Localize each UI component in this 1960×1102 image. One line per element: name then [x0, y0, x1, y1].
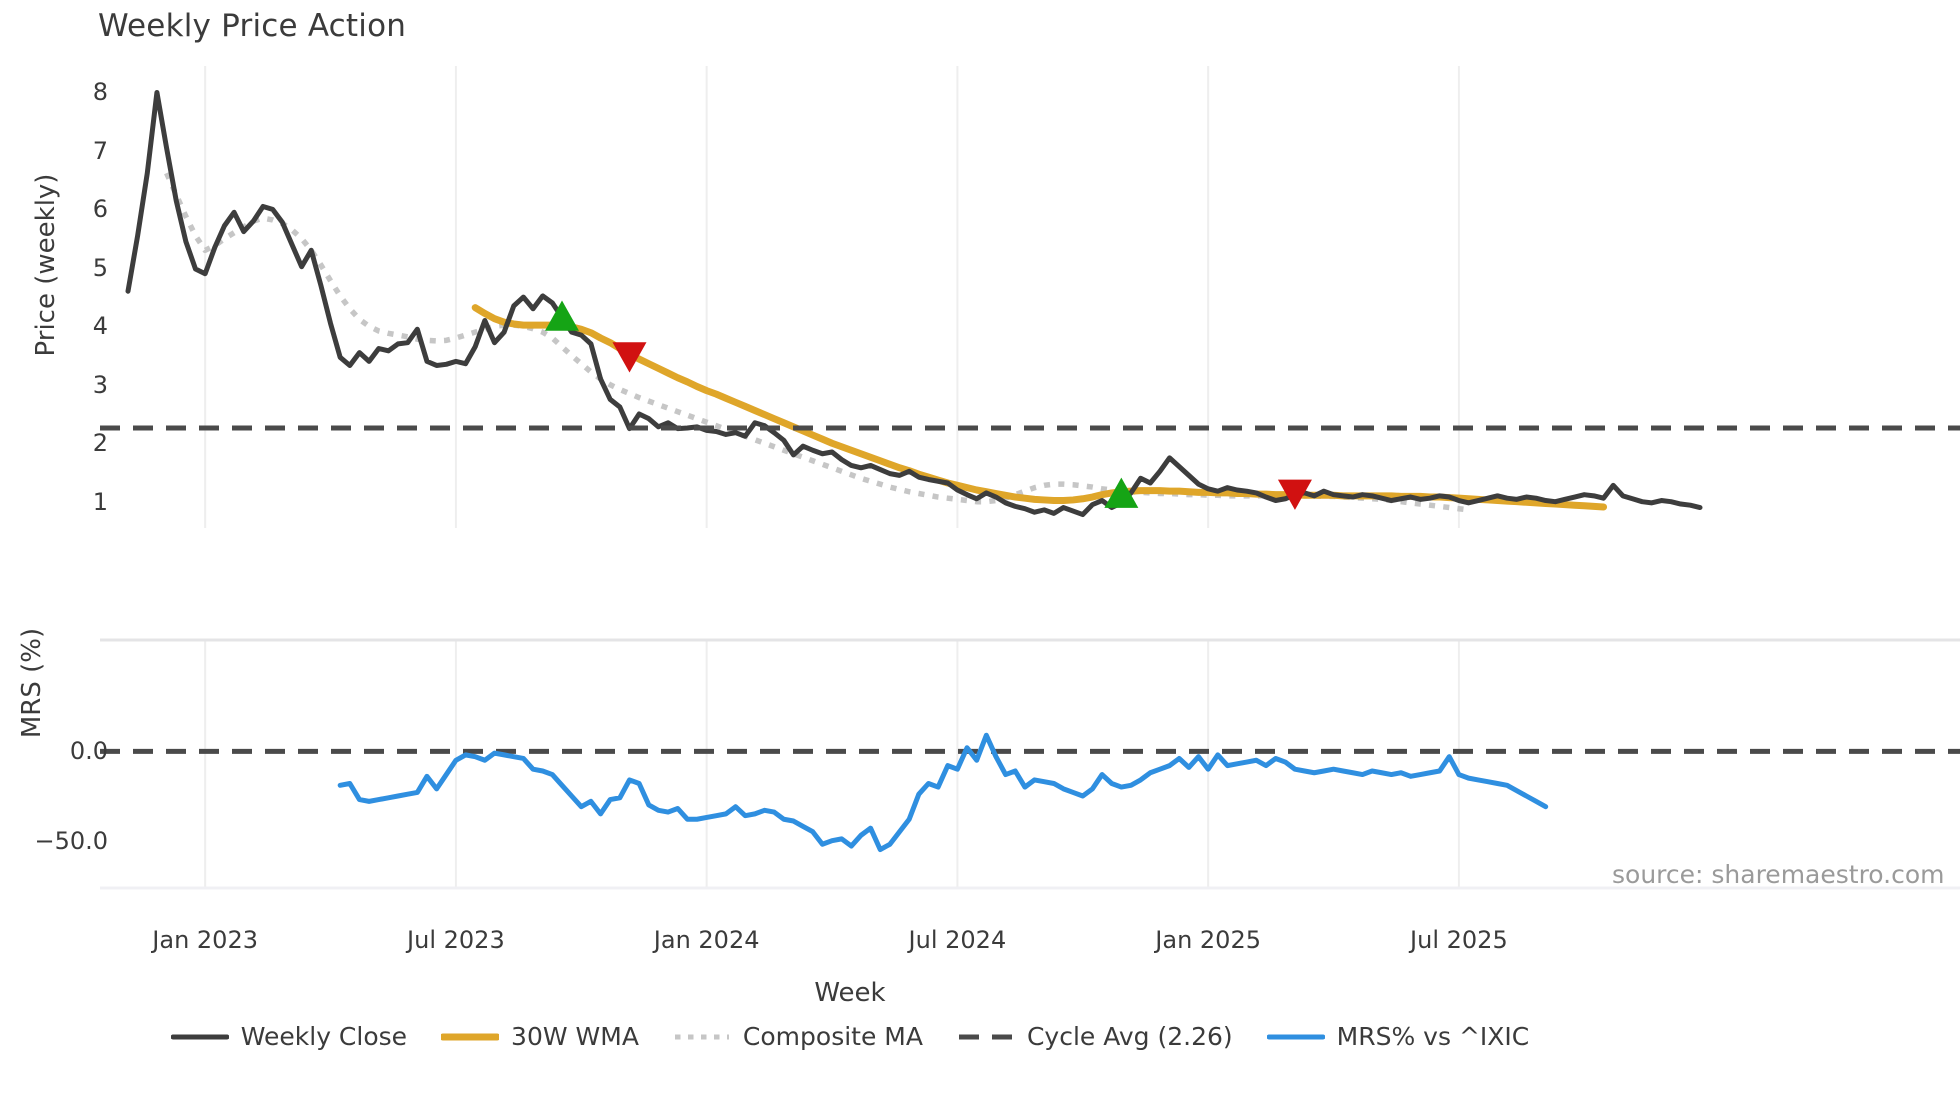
x-axis-label: Week: [814, 978, 886, 1008]
sell-marker: [1277, 479, 1312, 510]
price-ytick-label: 4: [92, 312, 108, 341]
legend-item[interactable]: Weekly Close: [170, 1022, 408, 1051]
mrs-ytick-label: −50.0: [34, 826, 108, 855]
sell-marker: [612, 342, 647, 373]
price-ytick-label: 1: [92, 487, 108, 516]
legend-swatch-solid-icon: [441, 1033, 500, 1040]
series-line: [337, 732, 1549, 853]
legend-label: Weekly Close: [240, 1022, 408, 1051]
buy-marker: [544, 300, 579, 331]
buy-marker: [1104, 477, 1139, 508]
price-ytick-label: 5: [92, 253, 108, 282]
legend-label: MRS% vs ^IXIC: [1336, 1022, 1530, 1051]
legend-swatch-dotted-icon: [674, 1034, 729, 1039]
price-ytick-label: 2: [92, 429, 108, 458]
source-watermark: source: sharemaestro.com: [1612, 860, 1945, 889]
series-line: [471, 304, 1608, 511]
price-ytick-label: 3: [92, 370, 108, 399]
chart-legend: Weekly Close 30W WMA Composite MA Cycle Avg…: [0, 1022, 1700, 1051]
legend-item[interactable]: 30W WMA: [441, 1022, 639, 1051]
x-axis-tick-label: Jul 2024: [908, 926, 1007, 954]
page-title: Weekly Price Action: [98, 8, 407, 44]
series-line: [125, 89, 1703, 518]
x-axis-tick-label: Jan 2024: [653, 926, 760, 954]
x-axis-tick-label: Jul 2025: [1410, 926, 1508, 954]
legend-swatch-solid-icon: [1266, 1034, 1325, 1039]
legend-item[interactable]: Cycle Avg (2.26): [957, 1022, 1233, 1051]
x-axis-tick-label: Jan 2025: [1155, 926, 1261, 954]
mrs-ytick-label: 0.0: [69, 737, 108, 766]
legend-label: Composite MA: [742, 1022, 923, 1051]
legend-label: Cycle Avg (2.26): [1026, 1022, 1233, 1051]
x-axis-tick-label: Jul 2023: [407, 926, 505, 954]
legend-swatch-dashed-icon: [958, 1034, 1013, 1039]
legend-item[interactable]: MRS% vs ^IXIC: [1266, 1022, 1530, 1051]
price-ytick-label: 6: [92, 195, 108, 224]
price-ytick-label: 8: [92, 78, 108, 107]
legend-label: 30W WMA: [511, 1022, 639, 1051]
series-line: [164, 172, 1469, 513]
legend-swatch-solid-icon: [170, 1034, 229, 1039]
price-ytick-label: 7: [92, 136, 108, 165]
x-axis-tick-label: Jan 2023: [152, 926, 258, 954]
legend-item[interactable]: Composite MA: [673, 1022, 923, 1051]
